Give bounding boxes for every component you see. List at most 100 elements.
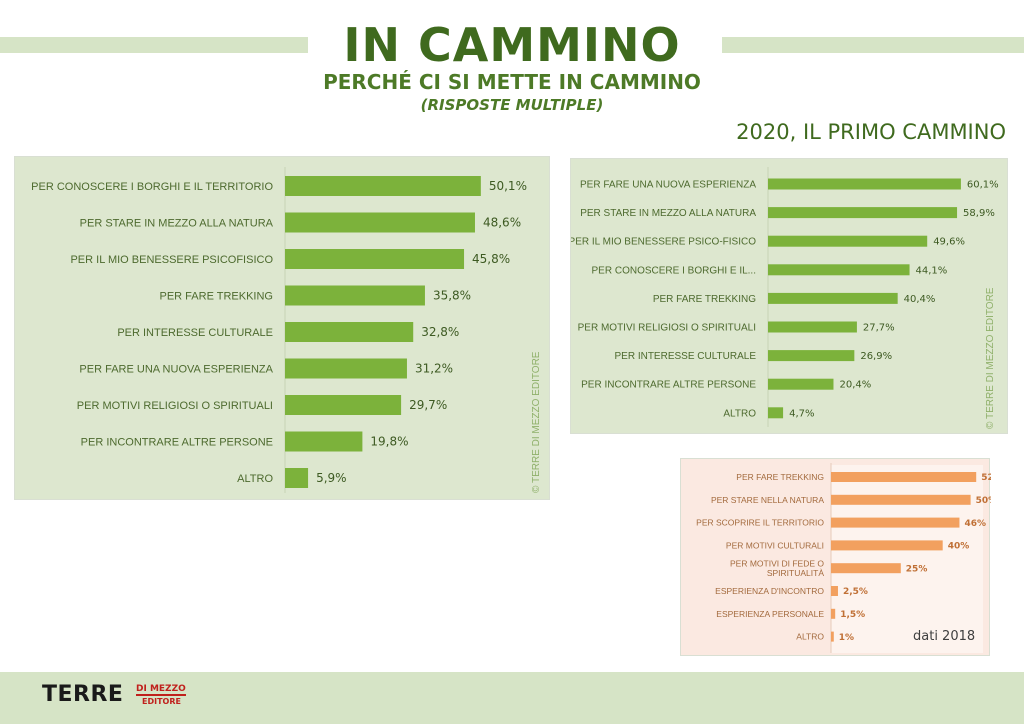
category-label-8: PER INCONTRARE ALTRE PERSONE — [81, 436, 273, 448]
category-label-line: PER CONOSCERE I BORGHI E IL... — [592, 265, 756, 276]
category-label-line: PER FARE TREKKING — [653, 294, 756, 305]
category-label-line: PER STARE IN MEZZO ALLA NATURA — [80, 217, 274, 229]
bar-7 — [831, 608, 836, 619]
category-label-line: ALTRO — [723, 408, 756, 419]
category-label-line: PER MOTIVI RELIGIOSI O SPIRITUALI — [77, 400, 273, 412]
bar-6 — [831, 586, 838, 596]
value-label-7: 29,7% — [409, 398, 447, 412]
category-label-line: SPIRITUALITÀ — [767, 568, 824, 578]
value-label-7: 26,9% — [860, 351, 892, 362]
category-label-line: PER FARE TREKKING — [736, 472, 824, 482]
bar-1 — [285, 176, 481, 196]
bar-6 — [285, 358, 407, 379]
logo-main-text: TERRE — [42, 682, 124, 707]
category-label-9: ALTRO — [237, 473, 273, 485]
value-label-3: 45,8% — [472, 252, 510, 266]
value-label-4: 40% — [948, 542, 970, 552]
category-label-line: PER FARE TREKKING — [160, 290, 274, 302]
bar-8 — [285, 431, 363, 452]
category-label-6: PER FARE UNA NUOVA ESPERIENZA — [79, 363, 273, 375]
category-label-9: ALTRO — [723, 408, 756, 419]
category-label-6: ESPERIENZA D'INCONTRO — [715, 586, 824, 596]
category-label-8: ALTRO — [796, 632, 824, 642]
category-label-5: PER MOTIVI DI FEDE O SPIRITUALITÀ — [730, 559, 824, 578]
value-label-9: 4,7% — [789, 408, 814, 419]
page-subtitle: PERCHÉ CI SI METTE IN CAMMINO — [323, 70, 701, 94]
category-label-8: PER INCONTRARE ALTRE PERSONE — [581, 380, 756, 391]
value-label-8: 20,4% — [839, 380, 871, 391]
category-label-2: PER STARE NELLA NATURA — [711, 495, 824, 505]
chart-2018-footnote: dati 2018 — [913, 629, 976, 644]
bar-8 — [768, 378, 834, 390]
header-decoration-left — [0, 37, 308, 53]
category-label-line: PER MOTIVI CULTURALI — [726, 540, 824, 550]
category-label-3: PER SCOPRIRE IL TERRITORIO — [696, 518, 824, 528]
bar-9 — [285, 468, 309, 488]
category-label-line: PER CONOSCERE I BORGHI E IL TERRITORIO — [31, 181, 273, 193]
category-label-7: ESPERIENZA PERSONALE — [716, 609, 824, 619]
category-label-4: PER CONOSCERE I BORGHI E IL... — [592, 265, 756, 276]
bar-7 — [768, 350, 855, 362]
logo-sub-text-2: EDITORE — [142, 697, 181, 706]
value-label-5: 40,4% — [904, 294, 936, 305]
bar-1 — [831, 472, 977, 482]
value-label-2: 50% — [976, 496, 991, 506]
category-label-1: PER FARE TREKKING — [736, 472, 824, 482]
category-label-1: PER CONOSCERE I BORGHI E IL TERRITORIO — [31, 181, 273, 193]
value-label-8: 19,8% — [370, 435, 408, 449]
copyright-text-chart-overall: © TERRE DI MEZZO EDITORE — [531, 351, 542, 493]
logo-sub-text-1: DI MEZZO — [136, 684, 186, 696]
value-label-4: 44,1% — [916, 265, 948, 276]
value-label-2: 58,9% — [963, 208, 995, 219]
bar-5 — [768, 292, 898, 304]
chart-first-walk: PER FARE UNA NUOVA ESPERIENZA 60,1% PER ST… — [571, 167, 999, 427]
bar-9 — [768, 407, 784, 419]
category-label-6: PER MOTIVI RELIGIOSI O SPIRITUALI — [578, 323, 756, 334]
bar-8 — [831, 631, 834, 642]
bar-2 — [768, 207, 958, 219]
category-label-line: ALTRO — [237, 473, 273, 485]
bar-4 — [768, 264, 910, 276]
category-label-line: PER MOTIVI RELIGIOSI O SPIRITUALI — [578, 323, 756, 334]
category-label-line: PER INTERESSE CULTURALE — [614, 351, 756, 362]
category-label-line: ESPERIENZA D'INCONTRO — [715, 586, 824, 596]
value-label-9: 5,9% — [316, 471, 347, 485]
chart-overall-panel: PER CONOSCERE I BORGHI E IL TERRITORIO 50… — [14, 156, 550, 500]
bar-4 — [831, 540, 943, 551]
chart-overall: PER CONOSCERE I BORGHI E IL TERRITORIO 50… — [31, 167, 527, 493]
value-label-6: 31,2% — [415, 362, 453, 376]
category-label-5: PER FARE TREKKING — [653, 294, 756, 305]
value-label-1: 52% — [981, 473, 991, 483]
category-label-2: PER STARE IN MEZZO ALLA NATURA — [80, 217, 274, 229]
bar-5 — [831, 563, 901, 574]
bar-2 — [285, 212, 475, 233]
bar-1 — [768, 178, 961, 190]
category-label-7: PER MOTIVI RELIGIOSI O SPIRITUALI — [77, 400, 273, 412]
category-label-line: PER INCONTRARE ALTRE PERSONE — [81, 436, 273, 448]
bar-5 — [285, 322, 414, 342]
category-label-4: PER FARE TREKKING — [160, 290, 274, 302]
value-label-6: 2,5% — [843, 587, 868, 597]
category-label-line: PER MOTIVI DI FEDE O — [730, 559, 824, 569]
category-label-3: PER IL MIO BENESSERE PSICOFISICO — [70, 254, 273, 266]
category-label-line: PER STARE NELLA NATURA — [711, 495, 824, 505]
value-label-1: 60,1% — [967, 180, 999, 191]
footer-band — [0, 672, 1024, 724]
category-label-line: PER INCONTRARE ALTRE PERSONE — [581, 380, 756, 391]
page-title: IN CAMMINO — [343, 18, 681, 72]
publisher-logo: TERRE DI MEZZO EDITORE — [42, 682, 186, 707]
bar-2 — [831, 494, 971, 505]
category-label-line: PER FARE UNA NUOVA ESPERIENZA — [580, 180, 756, 191]
category-label-line: PER IL MIO BENESSERE PSICOFISICO — [70, 254, 273, 266]
category-label-1: PER FARE UNA NUOVA ESPERIENZA — [580, 180, 756, 191]
category-label-line: PER FARE UNA NUOVA ESPERIENZA — [79, 363, 273, 375]
category-label-line: PER INTERESSE CULTURALE — [117, 327, 273, 339]
header-decoration-right — [722, 37, 1024, 53]
page-note: (RISPOSTE MULTIPLE) — [420, 96, 604, 114]
value-label-3: 49,6% — [933, 237, 965, 248]
category-label-5: PER INTERESSE CULTURALE — [117, 327, 273, 339]
bar-4 — [285, 285, 425, 306]
value-label-6: 27,7% — [863, 323, 895, 334]
category-label-line: ESPERIENZA PERSONALE — [716, 609, 824, 619]
value-label-7: 1,5% — [840, 610, 865, 620]
